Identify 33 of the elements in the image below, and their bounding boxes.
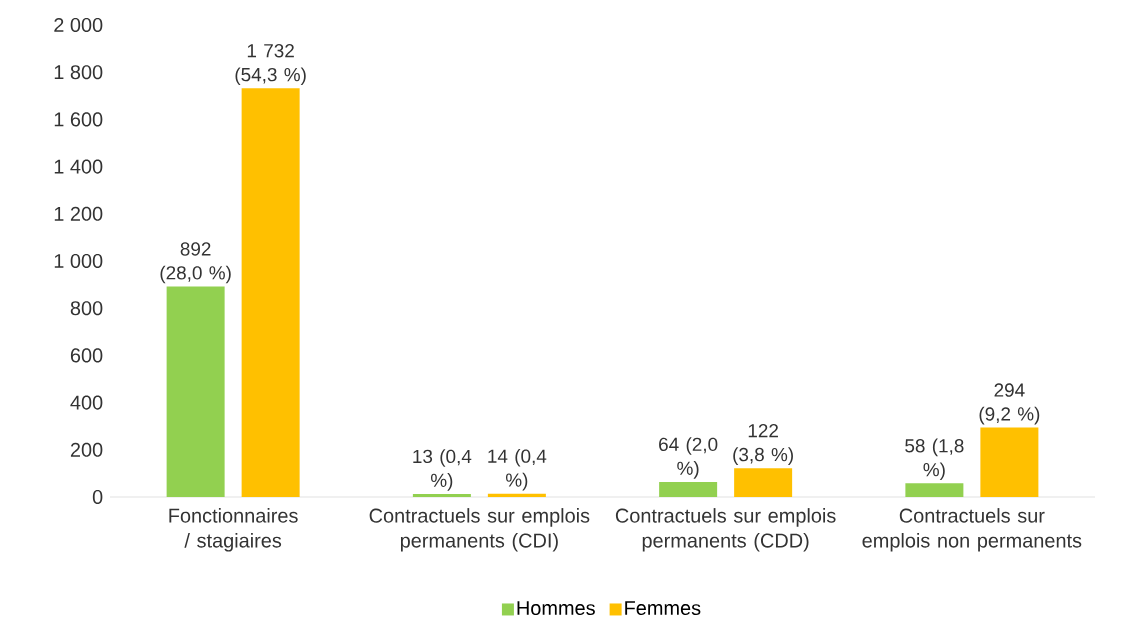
data-label: 58 (1,8 %)	[905, 438, 964, 481]
legend-label: Hommes	[517, 601, 595, 616]
data-label: 122 (3,8 %)	[733, 423, 793, 466]
data-label: 14 (0,4 %)	[488, 448, 547, 491]
legend-label: Femmes	[625, 601, 701, 616]
y-tick-label: 1 600	[54, 112, 103, 127]
bar	[905, 483, 964, 497]
bar	[412, 493, 471, 497]
y-tick-label: 800	[70, 301, 103, 316]
y-tick-label: 1 400	[54, 159, 103, 174]
data-label: 892 (28,0 %)	[160, 242, 231, 284]
data-label: 64 (2,0 %)	[659, 437, 718, 479]
data-label: 13 (0,4 %)	[413, 449, 472, 491]
x-tick-label: Contractuels sur emplois non permanents	[862, 508, 1082, 552]
x-tick-label: Contractuels sur emplois permanents (CDI)	[369, 508, 590, 552]
data-label: 1 732 (54,3 %)	[235, 44, 306, 86]
x-tick-label: Contractuels sur emplois permanents (CDD)	[615, 508, 836, 552]
y-tick-label: 1 200	[54, 206, 103, 221]
bar	[487, 493, 546, 497]
x-tick-label: Fonctionnaires / stagiaires	[169, 508, 298, 552]
y-tick-label: 1 800	[54, 65, 103, 80]
y-tick-label: 200	[70, 442, 103, 457]
bar	[659, 481, 718, 497]
y-tick-label: 600	[70, 348, 103, 363]
bar	[166, 286, 225, 497]
data-label: 294 (9,2 %)	[979, 383, 1040, 425]
y-tick-label: 2 000	[54, 17, 103, 33]
bar	[241, 88, 300, 497]
y-tick-label: 400	[70, 395, 103, 410]
y-tick-label: 0	[92, 489, 103, 505]
y-tick-label: 1 000	[54, 253, 103, 269]
bar	[734, 468, 793, 497]
bar	[980, 427, 1039, 497]
